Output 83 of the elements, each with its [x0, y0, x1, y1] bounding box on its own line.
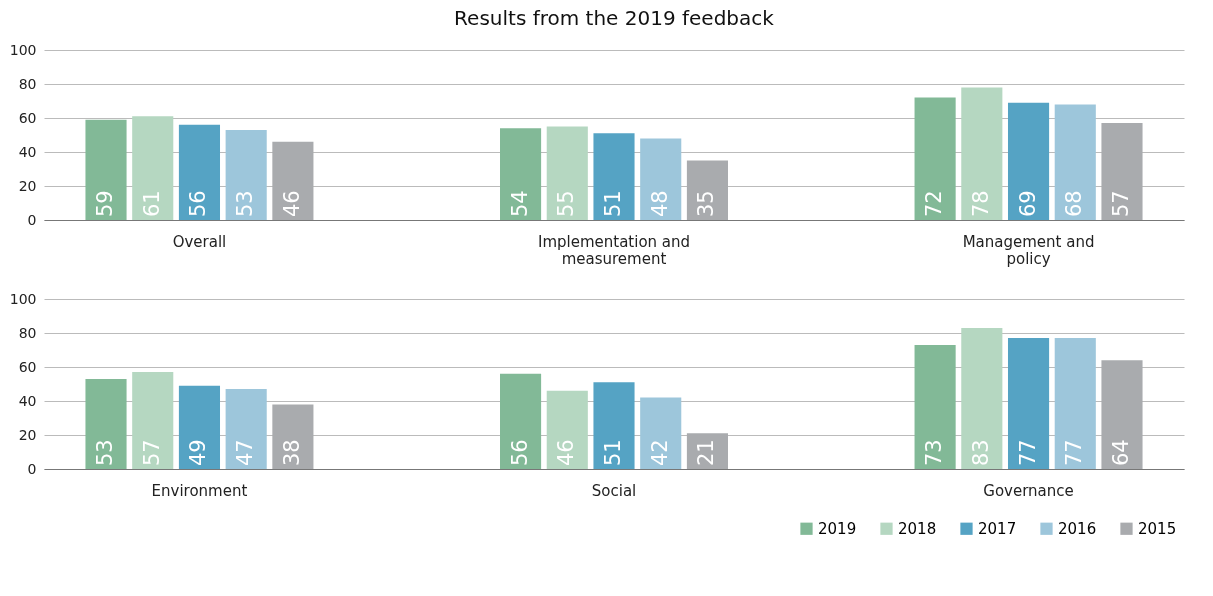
data-label: 53: [93, 439, 118, 466]
bar: [85, 378, 127, 469]
y-tick-label: 100: [9, 290, 37, 307]
data-label: 21: [694, 439, 719, 466]
data-label: 51: [601, 439, 625, 466]
bar: [593, 382, 635, 469]
legend-label: 2019: [818, 519, 857, 538]
x-tick-label: Governance: [983, 481, 1074, 500]
bar: [272, 141, 314, 220]
bar: [225, 129, 267, 220]
bar: [546, 126, 588, 220]
data-label: 47: [233, 439, 258, 466]
bar: [914, 97, 956, 220]
y-tick-label: 80: [18, 324, 37, 341]
data-label: 54: [507, 190, 532, 217]
data-label: 51: [601, 190, 625, 217]
y-tick-label: 0: [27, 211, 37, 228]
legend-label: 2015: [1138, 519, 1177, 538]
data-label: 35: [694, 190, 719, 217]
data-label: 57: [1108, 190, 1133, 217]
y-tick-label: 20: [18, 177, 37, 194]
data-label: 78: [968, 190, 993, 217]
bar: [546, 390, 588, 469]
data-label: 46: [554, 439, 579, 466]
x-tick-label: Social: [591, 481, 637, 500]
chart-title: Results from the 2019 feedback: [454, 6, 775, 30]
bar: [640, 397, 682, 469]
bar: [914, 344, 956, 469]
y-tick-label: 100: [9, 41, 37, 58]
data-label: 49: [186, 439, 211, 466]
y-tick-label: 0: [27, 460, 37, 477]
data-label: 42: [647, 439, 672, 466]
x-tick-label: Overall: [172, 232, 227, 251]
legend-label: 2018: [898, 519, 937, 538]
data-label: 68: [1062, 190, 1087, 217]
data-label: 55: [554, 190, 579, 217]
bar: [132, 116, 174, 220]
data-label: 77: [1015, 439, 1040, 466]
bar: [1101, 123, 1143, 220]
data-label: 57: [139, 439, 164, 466]
bar: [593, 133, 635, 220]
y-tick-label: 20: [18, 426, 37, 443]
data-label: 69: [1015, 190, 1040, 217]
bar: [225, 389, 267, 469]
data-label: 72: [922, 190, 947, 217]
data-label: 56: [186, 190, 211, 217]
data-label: 77: [1062, 439, 1087, 466]
y-tick-label: 40: [18, 143, 37, 160]
x-tick-label: Implementation and measurement: [537, 232, 691, 268]
data-label: 53: [233, 190, 258, 217]
bar: [1101, 360, 1143, 469]
data-label: 64: [1108, 439, 1133, 466]
bar: [1007, 338, 1050, 469]
bar: [1054, 338, 1096, 469]
bar: [961, 327, 1003, 469]
data-label: 61: [139, 190, 164, 217]
data-label: 46: [279, 190, 304, 217]
data-label: 56: [507, 439, 532, 466]
bar: [686, 160, 728, 220]
bar: [640, 138, 682, 220]
bar: [178, 385, 221, 469]
bar: [500, 128, 542, 220]
data-label: 83: [968, 439, 993, 466]
bar: [1007, 102, 1050, 220]
x-tick-label: Management and policy: [962, 232, 1095, 268]
bar: [178, 124, 221, 220]
y-tick-label: 60: [18, 109, 37, 126]
bar: [132, 372, 174, 469]
bar: [85, 119, 127, 220]
data-label: 38: [279, 439, 304, 466]
x-tick-label: Environment: [151, 481, 248, 500]
bar: [272, 404, 314, 469]
bar: [500, 373, 542, 469]
bar: [961, 87, 1003, 220]
data-label: 73: [922, 439, 947, 466]
y-tick-label: 60: [18, 358, 37, 375]
y-tick-label: 40: [18, 392, 37, 409]
bar: [1054, 104, 1096, 220]
legend-label: 2016: [1058, 519, 1097, 538]
legend-label: 2017: [978, 519, 1017, 538]
y-tick-label: 80: [18, 75, 37, 92]
data-label: 48: [647, 190, 672, 217]
data-label: 59: [93, 190, 118, 217]
